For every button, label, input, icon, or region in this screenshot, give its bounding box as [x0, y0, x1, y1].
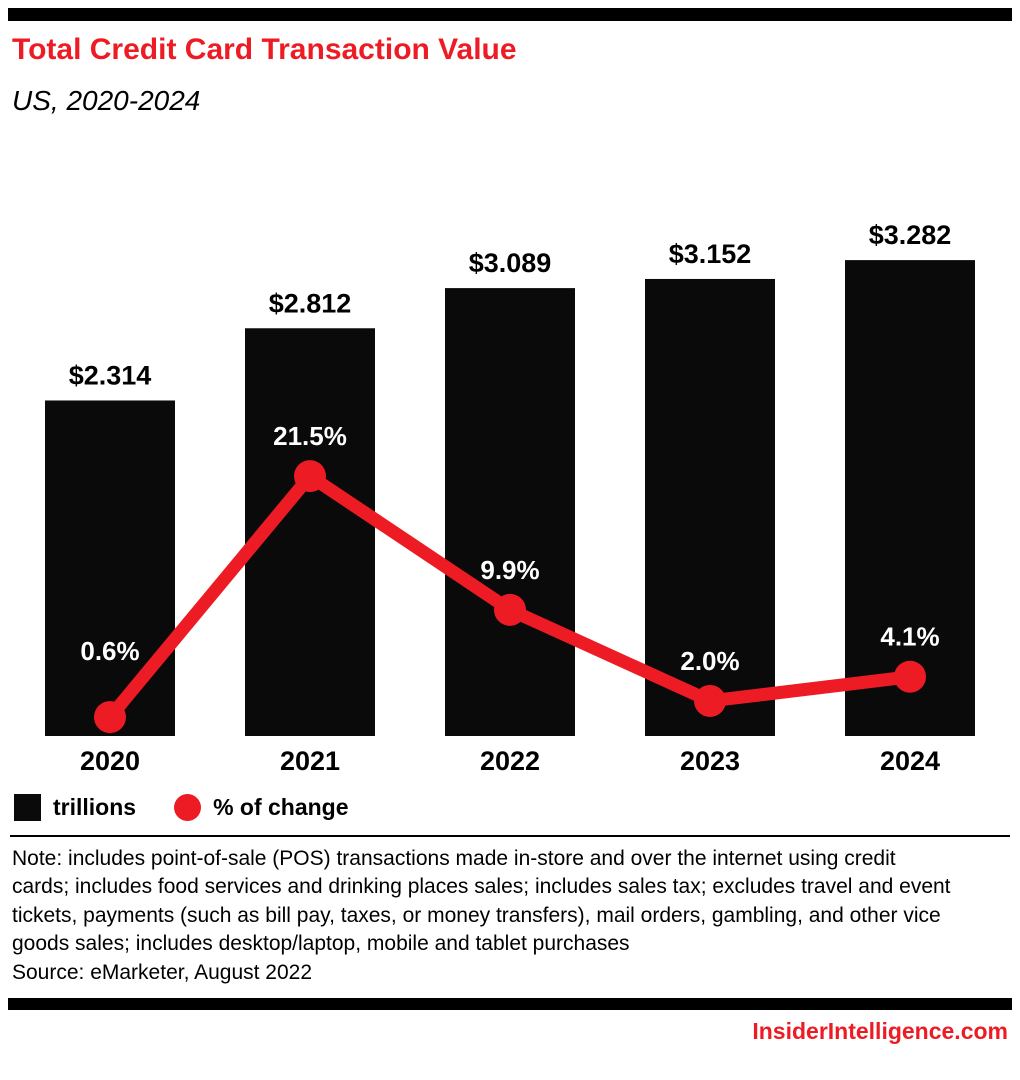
legend-item-trillions: trillions — [14, 793, 137, 821]
page-subtitle: US, 2020-2024 — [12, 85, 201, 116]
line-marker-2024 — [894, 660, 926, 693]
bar-2020 — [45, 400, 175, 736]
pct-value-label-2022: 9.9% — [480, 555, 539, 585]
footer-divider — [10, 834, 1010, 837]
pct-value-label-2024: 4.1% — [880, 622, 939, 652]
bar-2022 — [445, 287, 575, 736]
bar-line-chart: $2.314 2020 $2.812 2021 $3.089 2022 $3.152 2023… — [45, 220, 975, 776]
line-marker-2020 — [94, 700, 126, 733]
bar-value-label-2022: $3.089 — [469, 248, 552, 278]
line-marker-2023 — [694, 684, 726, 717]
x-axis-label-2020: 2020 — [80, 746, 140, 776]
bar-value-label-2021: $2.812 — [269, 288, 352, 318]
page-title: Total Credit Card Transaction Value — [12, 33, 517, 66]
bar-swatch-icon — [14, 793, 41, 821]
top-rule-bar — [8, 8, 1012, 21]
x-axis-label-2021: 2021 — [280, 746, 340, 776]
pct-value-label-2021: 21.5% — [273, 421, 347, 451]
legend-item-pct-change: % of change — [174, 793, 349, 821]
legend: trillions % of change — [14, 793, 1008, 821]
note-text: Note: includes point-of-sale (POS) trans… — [12, 846, 951, 956]
pct-value-label-2023: 2.0% — [680, 646, 739, 676]
source-text: Source: eMarketer, August 2022 — [12, 960, 313, 984]
bottom-rule-bar — [8, 998, 1012, 1011]
line-marker-2021 — [294, 459, 326, 492]
x-axis-label-2023: 2023 — [680, 746, 740, 776]
line-marker-swatch-icon — [174, 793, 202, 821]
x-axis-label-2022: 2022 — [480, 746, 540, 776]
bar-value-label-2024: $3.282 — [869, 220, 952, 250]
bar-value-label-2020: $2.314 — [69, 360, 152, 390]
legend-pct-change-label: % of change — [213, 793, 349, 820]
legend-trillions-label: trillions — [53, 793, 137, 820]
bar-2023 — [645, 278, 775, 736]
brand-text: InsiderIntelligence.com — [752, 1018, 1008, 1045]
x-axis-label-2024: 2024 — [880, 746, 940, 776]
bar-value-label-2023: $3.152 — [669, 239, 752, 269]
line-marker-2022 — [494, 593, 526, 626]
pct-value-label-2020: 0.6% — [80, 636, 139, 666]
bar-2024 — [845, 259, 975, 736]
